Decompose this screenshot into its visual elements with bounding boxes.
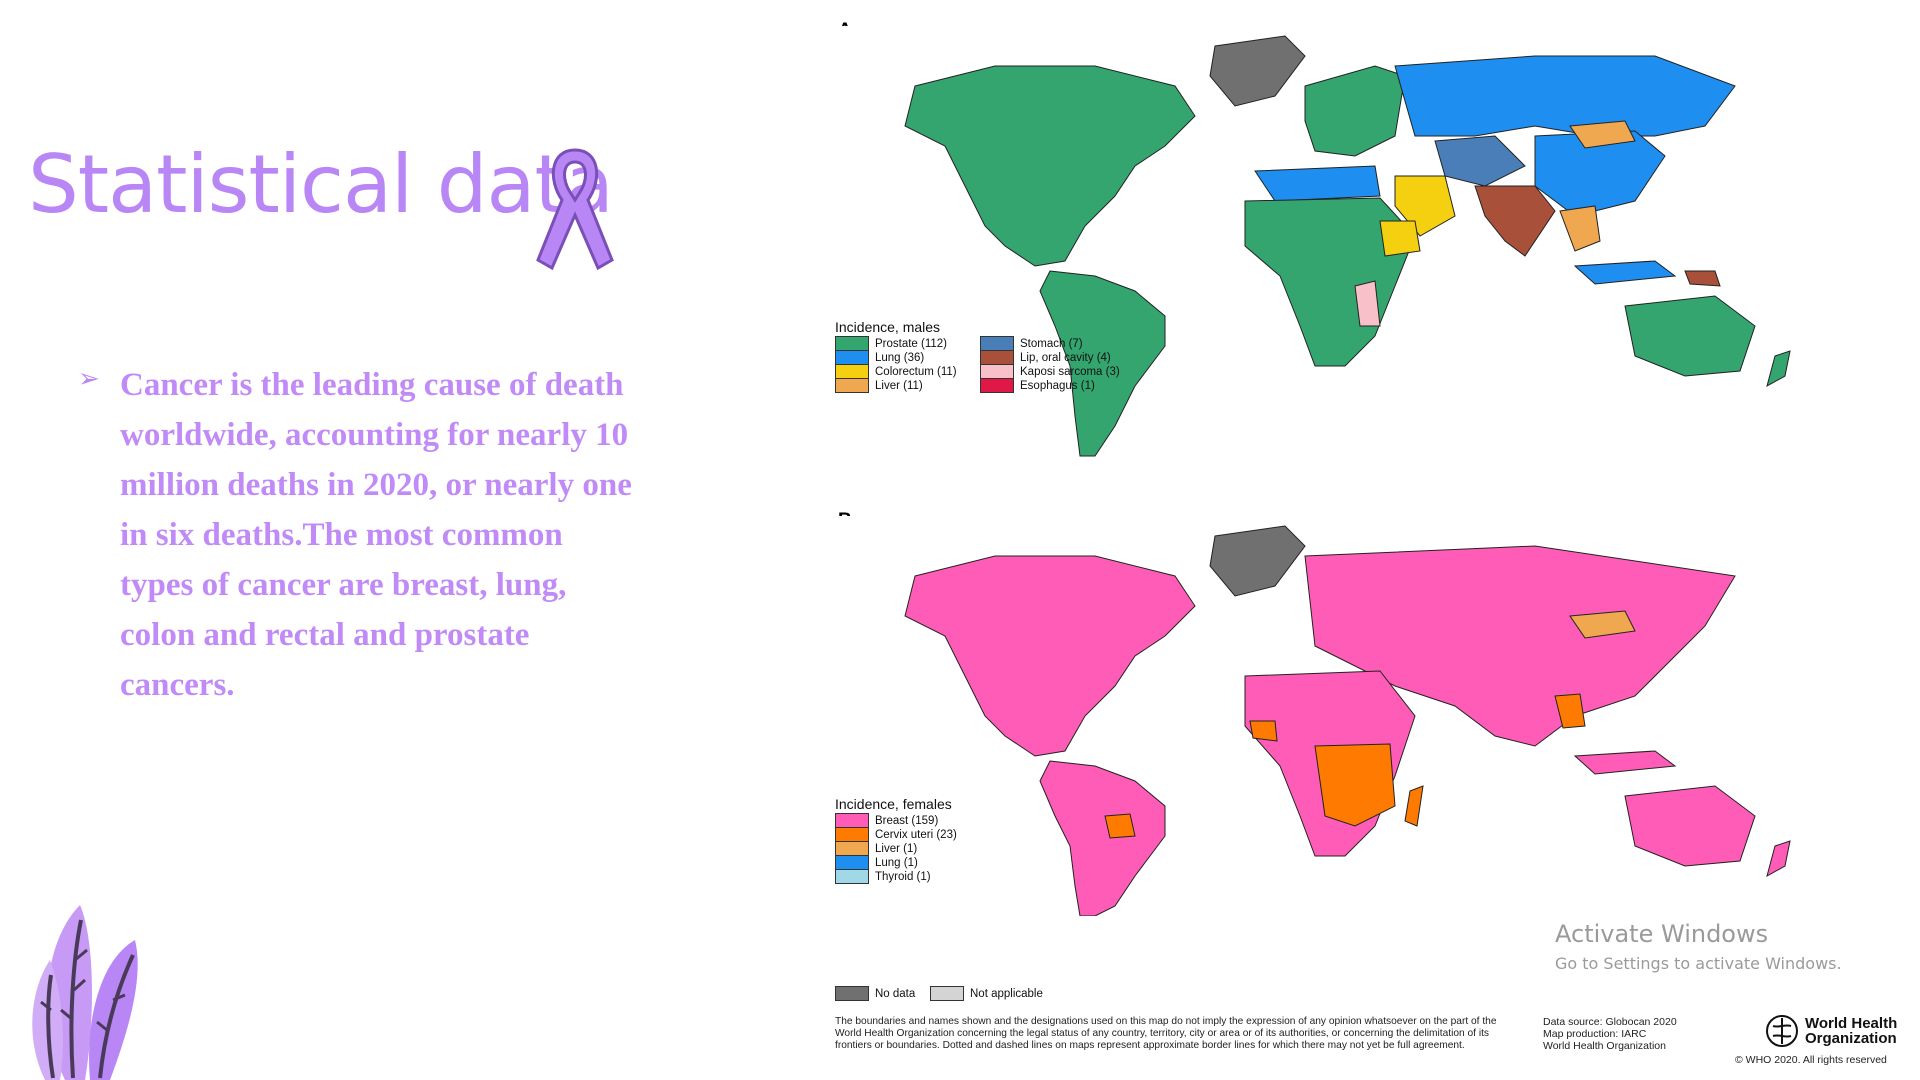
legend-a-item: Colorectum (11) <box>835 364 957 379</box>
legend-a-title: Incidence, males <box>835 319 941 335</box>
legend-b-item: Thyroid (1) <box>835 869 931 884</box>
south-america <box>1039 760 1166 916</box>
bolivia <box>1104 813 1136 839</box>
north-america <box>904 555 1196 757</box>
australia <box>1624 785 1756 867</box>
east-africa <box>1379 220 1421 257</box>
south-america <box>1039 270 1166 457</box>
legend-a-item: Lip, oral cavity (4) <box>980 350 1111 365</box>
greenland-no-data <box>1209 525 1306 597</box>
west-africa-cervix <box>1249 720 1278 742</box>
legend-b-item: Liver (1) <box>835 841 917 856</box>
legend-not-applicable: Not applicable <box>930 986 1043 1001</box>
legend-b-item: Breast (159) <box>835 813 938 828</box>
greenland-no-data <box>1209 35 1306 107</box>
new-zealand <box>1766 840 1791 878</box>
legend-a-item: Prostate (112) <box>835 336 947 351</box>
legend-a-item: Liver (11) <box>835 378 923 393</box>
mongolia <box>1569 120 1636 149</box>
bullet-text: Cancer is the leading cause of death wor… <box>120 367 632 703</box>
awareness-ribbon-icon <box>536 148 614 271</box>
bullet-point: ➢ Cancer is the leading cause of death w… <box>78 360 698 710</box>
north-africa <box>1254 165 1381 202</box>
europe <box>1304 65 1406 157</box>
activate-windows-watermark: Activate Windows Go to Settings to activ… <box>1555 920 1842 973</box>
legend-b-item: Lung (1) <box>835 855 918 870</box>
legend-b-item: Cervix uteri (23) <box>835 827 957 842</box>
central-asia <box>1434 135 1526 187</box>
data-source: Data source: Globocan 2020 Map productio… <box>1543 1016 1677 1052</box>
plant-decoration-icon <box>32 905 138 1080</box>
legend-b-title: Incidence, females <box>835 796 952 812</box>
new-zealand <box>1766 350 1791 388</box>
map-b-females <box>835 516 1915 916</box>
who-logo: World Health Organization <box>1765 1014 1897 1048</box>
southern-africa-cervix <box>1314 743 1396 827</box>
legend-a-item: Kaposi sarcoma (3) <box>980 364 1120 379</box>
madagascar <box>1404 785 1424 827</box>
slide-title: Statistical data <box>28 138 614 231</box>
legend-a-item: Esophagus (1) <box>980 378 1095 393</box>
who-emblem-icon <box>1766 1015 1798 1047</box>
indonesia <box>1573 260 1677 285</box>
legend-a-item: Lung (36) <box>835 350 924 365</box>
map-a-males <box>835 26 1915 466</box>
arrow-bullet-icon: ➢ <box>78 364 100 394</box>
india <box>1474 185 1556 257</box>
kaposi-region <box>1354 280 1381 327</box>
southeast-asia <box>1559 205 1601 252</box>
mongolia <box>1569 610 1636 639</box>
legend-a-item: Stomach (7) <box>980 336 1083 351</box>
who-cancer-maps-figure: A <box>835 16 1915 1080</box>
legend-no-data: No data <box>835 986 915 1001</box>
north-america <box>904 65 1196 267</box>
map-disclaimer: The boundaries and names shown and the d… <box>835 1016 1497 1051</box>
who-copyright: © WHO 2020. All rights reserved <box>1735 1054 1887 1066</box>
papua <box>1684 270 1721 287</box>
russia-asia <box>1394 55 1736 137</box>
australia <box>1624 295 1756 377</box>
myanmar <box>1554 693 1586 729</box>
indonesia <box>1573 750 1677 775</box>
